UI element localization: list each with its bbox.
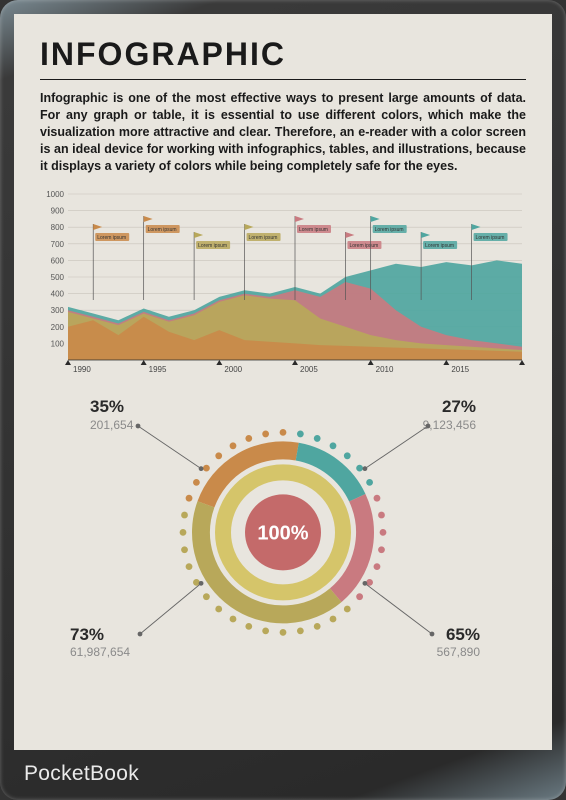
callout-pct: 27% <box>423 396 476 417</box>
callout-val: 61,987,654 <box>70 645 130 660</box>
svg-text:900: 900 <box>51 207 65 216</box>
svg-text:Lorem ipsum: Lorem ipsum <box>249 235 278 241</box>
donut-chart-block: 35% 201,654 27% 9,123,456 73% 61,987,654… <box>40 388 526 668</box>
svg-text:1995: 1995 <box>149 365 167 374</box>
svg-text:2015: 2015 <box>451 365 469 374</box>
ereader-device: INFOGRAPHIC Infographic is one of the mo… <box>0 0 566 800</box>
svg-text:800: 800 <box>51 224 65 233</box>
svg-text:Lorem ipsum: Lorem ipsum <box>97 235 126 241</box>
svg-text:Lorem ipsum: Lorem ipsum <box>375 227 404 233</box>
svg-text:Lorem ipsum: Lorem ipsum <box>148 227 177 233</box>
callout-top-left: 35% 201,654 <box>90 396 133 432</box>
body-text: Infographic is one of the most effective… <box>40 90 526 174</box>
svg-text:100%: 100% <box>257 523 308 545</box>
svg-text:Lorem ipsum: Lorem ipsum <box>476 235 505 241</box>
callout-top-right: 27% 9,123,456 <box>423 396 476 432</box>
svg-text:100: 100 <box>51 340 65 349</box>
svg-text:2000: 2000 <box>224 365 242 374</box>
ereader-screen: INFOGRAPHIC Infographic is one of the mo… <box>14 14 552 750</box>
svg-text:Lorem ipsum: Lorem ipsum <box>198 243 227 249</box>
svg-text:300: 300 <box>51 307 65 316</box>
callout-val: 567,890 <box>437 645 480 660</box>
donut-svg: 100% <box>173 423 393 643</box>
callout-val: 9,123,456 <box>423 418 476 433</box>
svg-text:600: 600 <box>51 257 65 266</box>
svg-text:1000: 1000 <box>46 190 64 199</box>
svg-text:Lorem ipsum: Lorem ipsum <box>299 227 328 233</box>
callout-val: 201,654 <box>90 418 133 433</box>
svg-text:200: 200 <box>51 323 65 332</box>
callout-pct: 65% <box>437 624 480 645</box>
title-rule <box>40 79 526 80</box>
callout-pct: 73% <box>70 624 130 645</box>
svg-text:Lorem ipsum: Lorem ipsum <box>349 243 378 249</box>
callout-bottom-right: 65% 567,890 <box>437 624 480 660</box>
svg-text:1990: 1990 <box>73 365 91 374</box>
page-title: INFOGRAPHIC <box>40 36 526 73</box>
area-chart: 100 200 300 400 500 600 700 800 900 1000 Lorem ips… <box>40 188 526 378</box>
svg-text:500: 500 <box>51 273 65 282</box>
callout-pct: 35% <box>90 396 133 417</box>
callout-bottom-left: 73% 61,987,654 <box>70 624 130 660</box>
svg-text:700: 700 <box>51 240 65 249</box>
svg-text:2005: 2005 <box>300 365 318 374</box>
donut-wrap: 100% <box>173 423 393 643</box>
svg-text:2010: 2010 <box>376 365 394 374</box>
svg-text:400: 400 <box>51 290 65 299</box>
device-brand: PocketBook <box>24 762 139 786</box>
svg-text:Lorem ipsum: Lorem ipsum <box>425 243 454 249</box>
area-chart-svg: 100 200 300 400 500 600 700 800 900 1000 Lorem ips… <box>40 188 526 378</box>
